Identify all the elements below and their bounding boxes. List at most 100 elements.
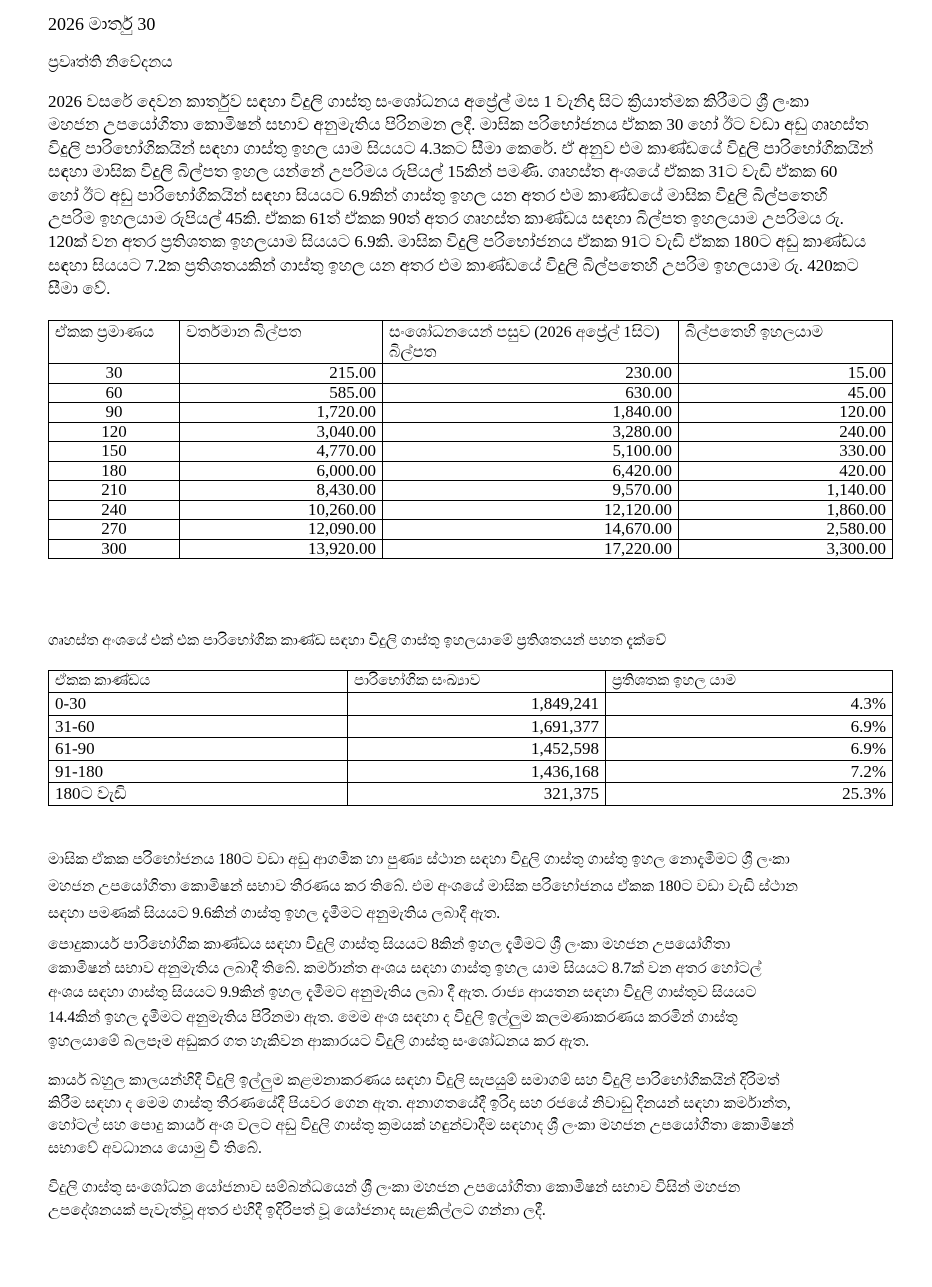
header-revised-bill: සංශෝධනයෙන් පසුව (2026 අප්‍රේල් 1සිට) බිල…: [382, 320, 679, 364]
text-line: පොදුකාර්ය පාරිභෝගික කාණ්ඩය සඳහා විදුලි ග…: [48, 936, 731, 953]
cell-current-bill: 4,770.00: [179, 441, 383, 462]
cell-bill-increase: 420.00: [678, 460, 893, 481]
cell-bill-increase: 3,300.00: [678, 538, 893, 559]
cell-consumer-count: 1,452,598: [347, 737, 606, 761]
text-line: 120ක් වන අතර ප්‍රතිශතක ඉහලයාම සියයට 6.9ක…: [48, 232, 867, 252]
text-line: සඳහා සියයට 7.2ක ප්‍රතිශතයකින් ගාස්තු ඉහල…: [48, 255, 859, 275]
cell-revised-bill: 3,280.00: [382, 421, 679, 442]
table-row: 120 3,040.00 3,280.00 240.00: [48, 421, 893, 442]
table-row: 90 1,720.00 1,840.00 120.00: [48, 402, 893, 423]
table-row: 150 4,770.00 5,100.00 330.00: [48, 441, 893, 462]
text-line: සභාවේ අවධානය යොමු වී තිබේ.: [48, 1139, 262, 1157]
cell-unit-category: 61-90: [48, 737, 348, 761]
cell-units: 120: [48, 421, 180, 442]
paragraph-intro: 2026 වසරේ දෙවන කාර්තුව සඳහා විදුලි ගාස්ත…: [48, 90, 873, 301]
cell-revised-bill: 12,120.00: [382, 499, 679, 520]
cell-current-bill: 3,040.00: [179, 421, 383, 442]
cell-current-bill: 6,000.00: [179, 460, 383, 481]
cell-units: 150: [48, 441, 180, 462]
cell-units: 180: [48, 460, 180, 481]
text-line: ඉහලයාමේ බලපෑම අඩුකර ගත හැකිවන ආකාරයට විද…: [48, 1032, 590, 1050]
table-row: 0-30 1,849,241 4.3%: [48, 692, 893, 716]
document-title: ප්‍රවෘත්ති නිවේදනය: [48, 54, 173, 71]
text-line: විදුලි පාරිභෝගිකයින් සඳහා ගාස්තු ඉහල යාම…: [48, 138, 874, 158]
cell-units: 90: [48, 402, 180, 423]
cell-current-bill: 1,720.00: [179, 402, 383, 423]
cell-consumer-count: 1,436,168: [347, 759, 606, 783]
cell-unit-category: 31-60: [48, 714, 348, 738]
paragraph-religious: මාසික ඒකක පරිභෝජනය 180ට වඩා අඩු ආගමික හා…: [48, 846, 798, 927]
cell-revised-bill: 9,570.00: [382, 480, 679, 501]
cell-current-bill: 13,920.00: [179, 538, 383, 559]
table-row: 180 6,000.00 6,420.00 420.00: [48, 460, 893, 481]
paragraph-consultation: විදුලි ගාස්තු සංශෝධන යෝජනාව සම්බන්ධයෙන් …: [48, 1176, 740, 1222]
table-row: 300 13,920.00 17,220.00 3,300.00: [48, 538, 893, 559]
cell-units: 210: [48, 480, 180, 501]
document-date: 2026 මාර්තු 30: [48, 14, 156, 34]
text-line: හෝටල් සහ පොදු කාර්ය අංශ වලට අඩු විදුලි ග…: [48, 1117, 794, 1134]
cell-current-bill: 585.00: [179, 382, 383, 403]
cell-revised-bill: 5,100.00: [382, 441, 679, 462]
text-line: විදුලි ගාස්තු සංශෝධන යෝජනාව සම්බන්ධයෙන් …: [48, 1179, 741, 1196]
cell-consumer-count: 1,691,377: [347, 714, 606, 738]
text-line: උපදේශනයක් පැවැත්වූ අතර එහිදී ඉදිරිපත් වූ…: [48, 1202, 546, 1219]
text-line: සීමා වේ.: [48, 279, 111, 299]
table-row: 60 585.00 630.00 45.00: [48, 382, 893, 403]
header-consumer-count: පාරිභෝගික සංඛ්‍යාව: [347, 670, 606, 693]
cell-bill-increase: 1,140.00: [678, 480, 893, 501]
text-line: අංශය සඳහා ගාස්තු සියයට 9.9කින් ඉහල දැමීම…: [48, 984, 757, 1002]
table-header-row: ඒකක ප්‍රමාණය වර්තමාන බිල්පත සංශෝධනයෙන් ප…: [48, 320, 893, 364]
cell-revised-bill: 17,220.00: [382, 538, 679, 559]
cell-percent-increase: 6.9%: [605, 737, 893, 761]
text-line: කොමිෂන් සභාව අනුමැතිය ලබාදී තිබේ. කර්මාන…: [48, 960, 762, 978]
table-header-row: ඒකක කාණ්ඩය පාරිභෝගික සංඛ්‍යාව ප්‍රතිශතක …: [48, 670, 893, 693]
text-line: මහජන උපයෝගිතා කොමිෂන් සභාව අනුමැතිය පිරි…: [48, 115, 869, 135]
header-bill-increase: බිල්පතෙහි ඉහලයාම: [678, 320, 893, 364]
header-percent-increase: ප්‍රතිශතක ඉහල යාම: [605, 670, 893, 693]
cell-bill-increase: 1,860.00: [678, 499, 893, 520]
cell-bill-increase: 120.00: [678, 402, 893, 423]
cell-percent-increase: 7.2%: [605, 759, 893, 783]
category-increase-table: ඒකක කාණ්ඩය පාරිභෝගික සංඛ්‍යාව ප්‍රතිශතක …: [48, 670, 893, 806]
cell-revised-bill: 630.00: [382, 382, 679, 403]
table-row: 31-60 1,691,377 6.9%: [48, 714, 893, 738]
tariff-bill-table: ඒකක ප්‍රමාණය වර්තමාන බිල්පත සංශෝධනයෙන් ප…: [48, 320, 893, 559]
text-line: සඳහා මාසික විදුලි බිල්පත ඉහල යන්නේ උපරිම…: [48, 162, 838, 182]
table2-caption: ගෘහස්ත අංශයේ එක් එක පාරිභෝගික කාණ්ඩ සඳහා…: [48, 633, 667, 649]
paragraph-sectors: පොදුකාර්ය පාරිභෝගික කාණ්ඩය සඳහා විදුලි ග…: [48, 933, 762, 1054]
table-row: 91-180 1,436,168 7.2%: [48, 759, 893, 783]
table-row: 30 215.00 230.00 15.00: [48, 363, 893, 384]
cell-bill-increase: 15.00: [678, 363, 893, 384]
cell-bill-increase: 240.00: [678, 421, 893, 442]
cell-consumer-count: 1,849,241: [347, 692, 606, 716]
cell-current-bill: 8,430.00: [179, 480, 383, 501]
text-line: උපරිම ඉහලයාම රුපියල් 45කි. ඒකක 61ත් ඒකක …: [48, 209, 844, 229]
cell-current-bill: 215.00: [179, 363, 383, 384]
cell-bill-increase: 330.00: [678, 441, 893, 462]
table-row: 180ට වැඩි 321,375 25.3%: [48, 782, 893, 806]
table-row: 240 10,260.00 12,120.00 1,860.00: [48, 499, 893, 520]
cell-unit-category: 0-30: [48, 692, 348, 716]
table-row: 270 12,090.00 14,670.00 2,580.00: [48, 519, 893, 540]
cell-current-bill: 12,090.00: [179, 519, 383, 540]
cell-consumer-count: 321,375: [347, 782, 606, 806]
cell-percent-increase: 4.3%: [605, 692, 893, 716]
text-line: සඳහා පමණක් සියයට 9.6කින් ගාස්තු ඉහල දැමී…: [48, 905, 501, 922]
cell-units: 60: [48, 382, 180, 403]
cell-revised-bill: 6,420.00: [382, 460, 679, 481]
text-line: මාසික ඒකක පරිභෝජනය 180ට වඩා අඩු ආගමික හා…: [48, 851, 790, 868]
text-line: 14.4කින් ඉහල දැමීමට අනුමැතිය පිරිනමා ඇත.…: [48, 1008, 738, 1026]
paragraph-demand-management: කාර්ය බහුල කාලයන්හිදී විදුලි ඉල්ලුම කළමන…: [48, 1070, 794, 1160]
text-line: කිරීම සඳහා ද මෙම ගාස්තු තීරණයේදී පියවර ග…: [48, 1094, 791, 1112]
cell-revised-bill: 14,670.00: [382, 519, 679, 540]
cell-percent-increase: 6.9%: [605, 714, 893, 738]
cell-units: 270: [48, 519, 180, 540]
cell-unit-category: 180ට වැඩි: [48, 782, 348, 806]
cell-bill-increase: 2,580.00: [678, 519, 893, 540]
cell-bill-increase: 45.00: [678, 382, 893, 403]
cell-units: 300: [48, 538, 180, 559]
header-current-bill: වර්තමාන බිල්පත: [179, 320, 383, 364]
cell-percent-increase: 25.3%: [605, 782, 893, 806]
cell-unit-category: 91-180: [48, 759, 348, 783]
cell-units: 240: [48, 499, 180, 520]
